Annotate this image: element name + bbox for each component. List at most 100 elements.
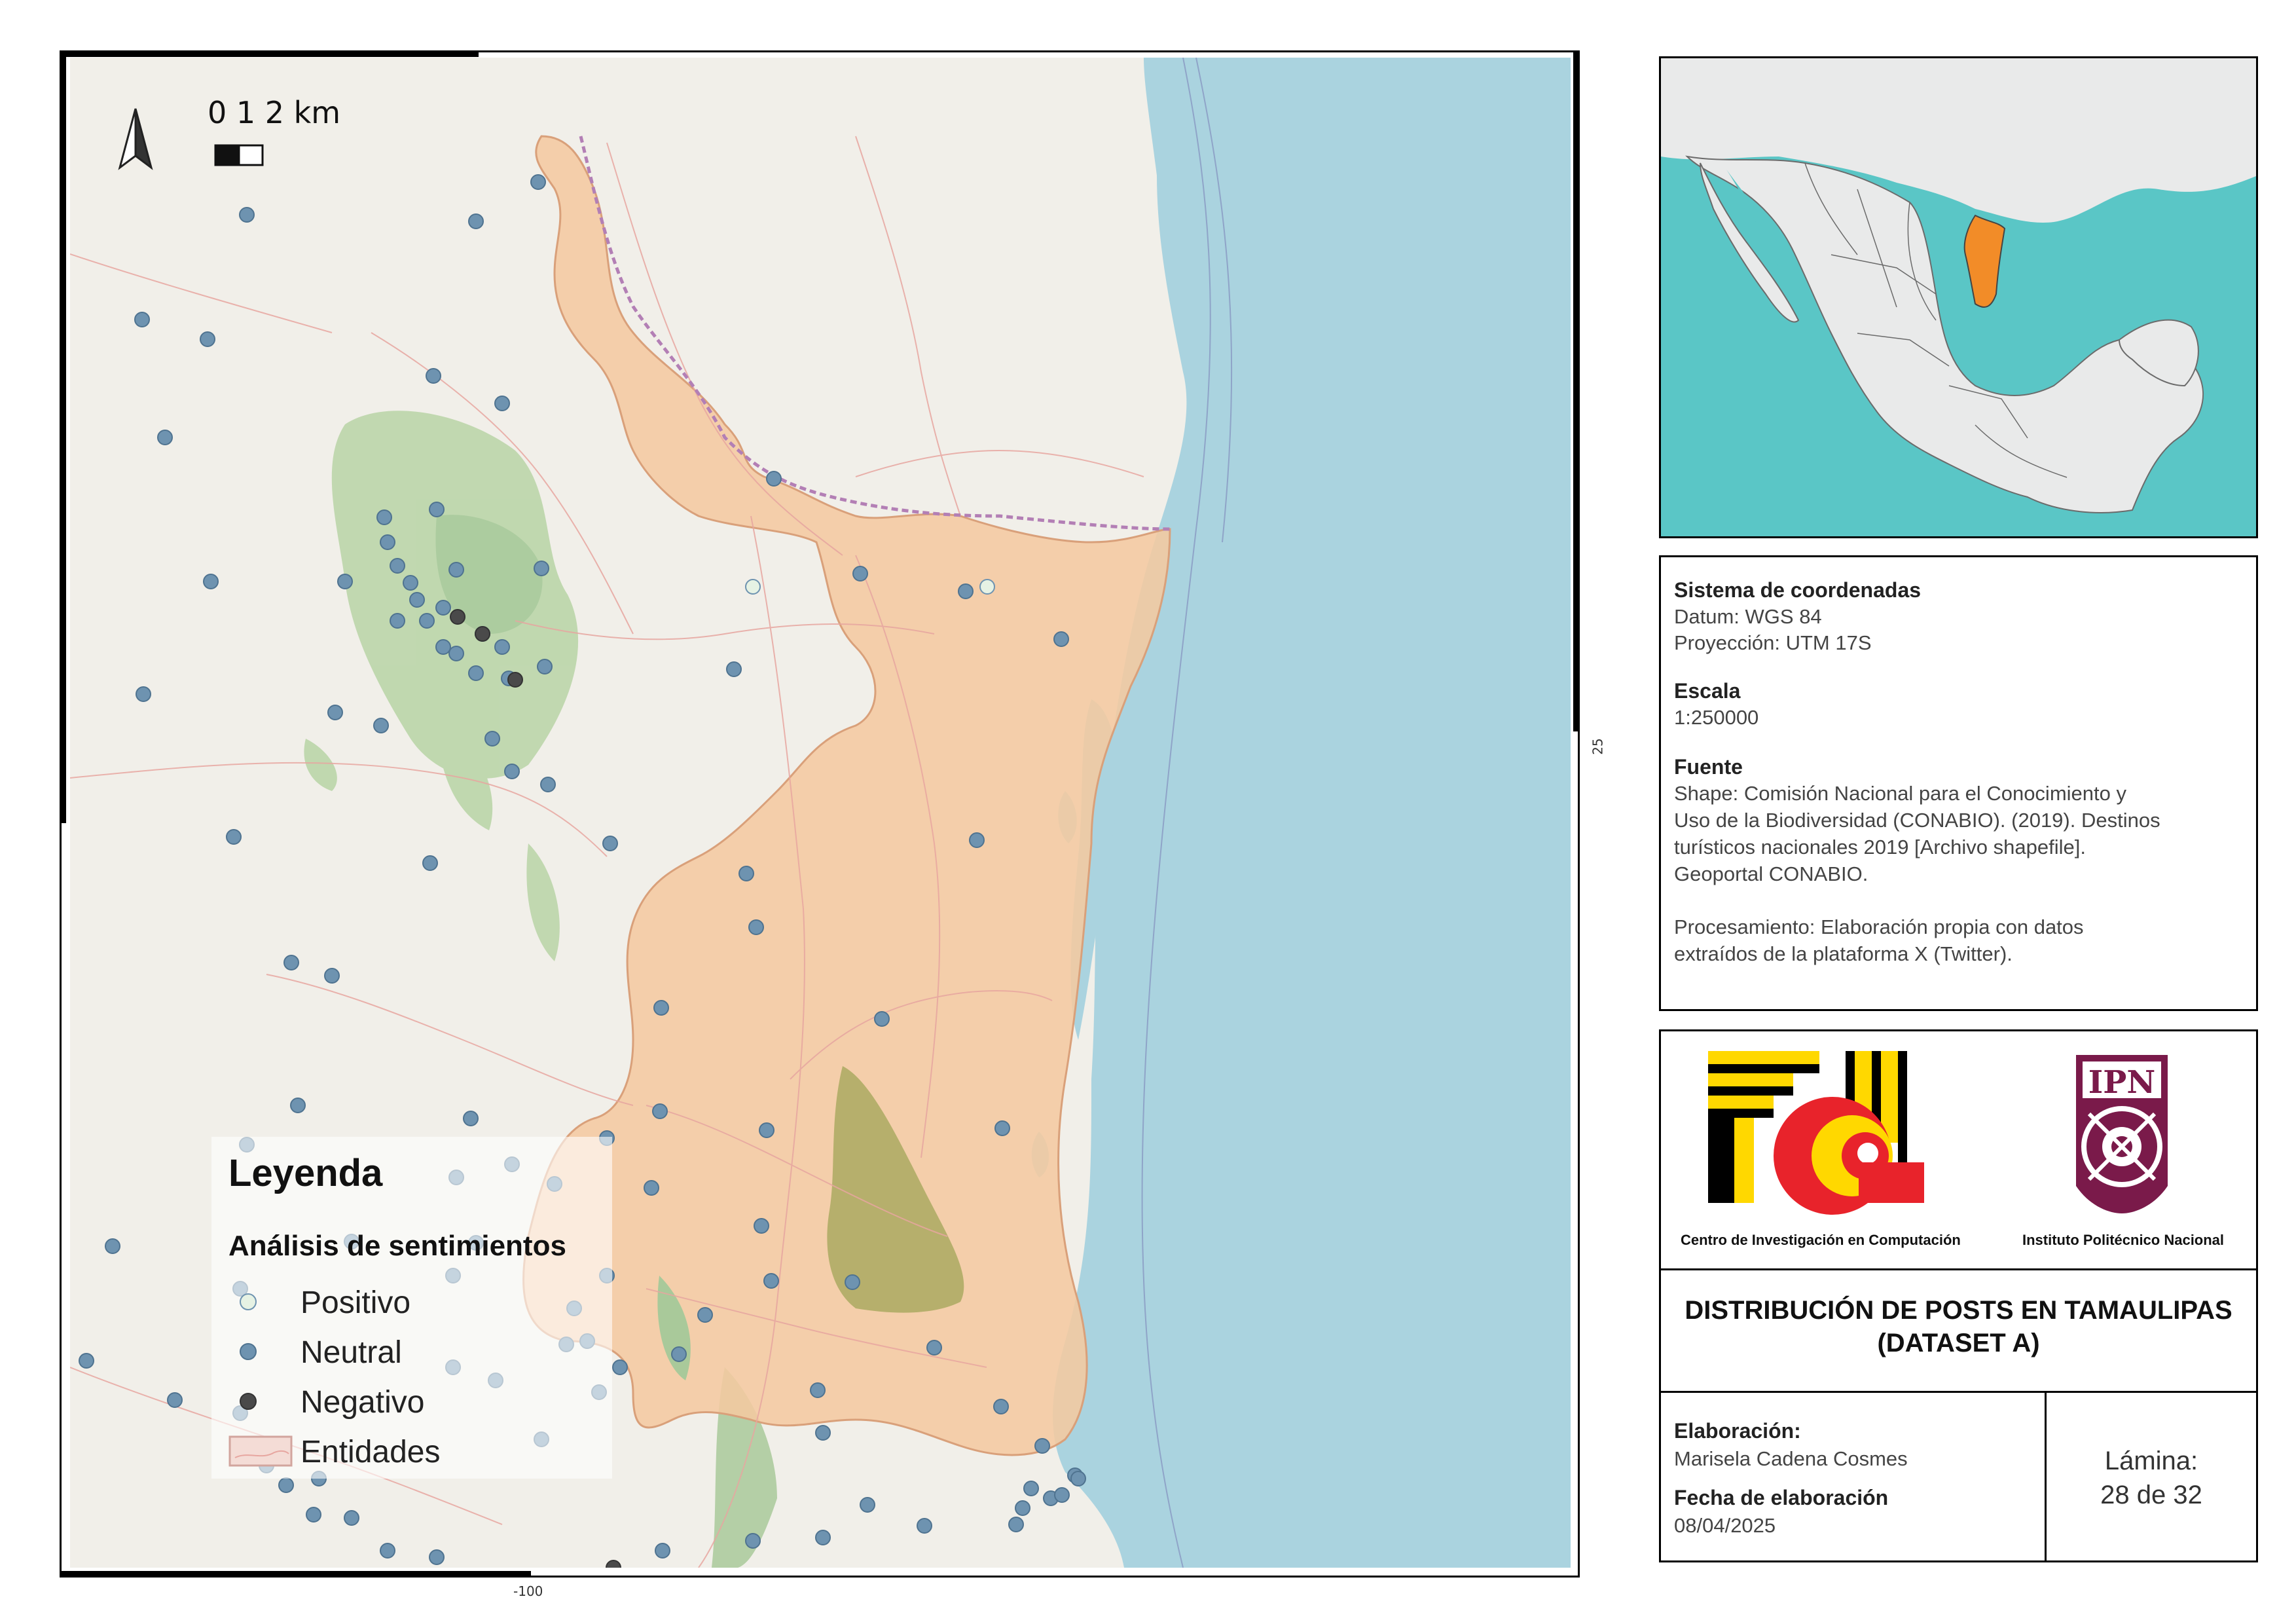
neutral-post-point[interactable]	[157, 430, 173, 445]
neutral-post-point[interactable]	[504, 764, 520, 779]
neutral-post-point[interactable]	[380, 534, 395, 550]
neutral-post-point[interactable]	[612, 1359, 628, 1375]
neutral-post-point[interactable]	[671, 1346, 687, 1362]
neutral-post-point[interactable]	[726, 661, 742, 677]
neutral-post-point[interactable]	[200, 331, 215, 347]
neutral-post-point[interactable]	[380, 1543, 395, 1559]
main-map[interactable]: 0 1 2 km Leyenda Análisis de sentimiento…	[70, 58, 1571, 1568]
neutral-post-point[interactable]	[1034, 1438, 1050, 1454]
neutral-post-point[interactable]	[239, 207, 255, 223]
negative-post-point[interactable]	[507, 672, 523, 688]
neutral-post-point[interactable]	[926, 1340, 942, 1356]
neutral-post-point[interactable]	[337, 574, 353, 589]
inset-state-borders	[1804, 162, 2068, 478]
neutral-post-point[interactable]	[745, 1533, 761, 1549]
neutral-post-point[interactable]	[738, 866, 754, 881]
processing-line: Procesamiento: Elaboración propia con da…	[1674, 915, 2084, 938]
inset-map	[1661, 58, 2256, 536]
gulf-of-mexico	[1053, 58, 1571, 1568]
neutral-post-point[interactable]	[448, 646, 464, 661]
neutral-post-point[interactable]	[530, 174, 546, 190]
neutral-post-point[interactable]	[1054, 1487, 1070, 1503]
neutral-post-point[interactable]	[306, 1507, 321, 1522]
neutral-post-point[interactable]	[226, 829, 242, 845]
neutral-post-point[interactable]	[376, 509, 392, 525]
neutral-post-point[interactable]	[917, 1518, 932, 1534]
neutral-post-point[interactable]	[283, 955, 299, 970]
neutral-post-point[interactable]	[958, 583, 974, 599]
neutral-post-point[interactable]	[324, 968, 340, 984]
neutral-post-point[interactable]	[79, 1353, 94, 1369]
neutral-post-point[interactable]	[644, 1180, 659, 1196]
neutral-post-point[interactable]	[602, 836, 618, 851]
positive-post-point[interactable]	[745, 579, 761, 595]
neutral-post-point[interactable]	[290, 1098, 306, 1113]
neutral-post-point[interactable]	[652, 1103, 668, 1119]
neutral-post-point[interactable]	[653, 1000, 669, 1016]
positive-post-point[interactable]	[979, 579, 995, 595]
neutral-post-point[interactable]	[429, 502, 445, 517]
neutral-post-point[interactable]	[136, 686, 151, 702]
neutral-post-point[interactable]	[422, 855, 438, 871]
neutral-post-point[interactable]	[468, 213, 484, 229]
logos-divider	[1661, 1268, 2256, 1270]
neutral-post-point[interactable]	[327, 705, 343, 720]
neutral-post-point[interactable]	[810, 1382, 826, 1398]
neutral-post-point[interactable]	[429, 1549, 445, 1565]
neutral-post-point[interactable]	[134, 312, 150, 327]
neutral-post-point[interactable]	[435, 639, 451, 655]
negative-post-point[interactable]	[450, 609, 465, 625]
neutral-post-point[interactable]	[403, 575, 418, 591]
maritime-line	[1141, 58, 1211, 1568]
neutral-post-point[interactable]	[278, 1477, 294, 1493]
neutral-post-point[interactable]	[463, 1111, 479, 1126]
neutral-post-point[interactable]	[426, 368, 441, 384]
neutral-post-point[interactable]	[766, 471, 782, 487]
neutral-post-point[interactable]	[815, 1425, 831, 1441]
date-value: 08/04/2025	[1674, 1514, 1776, 1537]
neutral-post-point[interactable]	[754, 1218, 769, 1234]
neutral-post-point[interactable]	[494, 396, 510, 411]
neutral-post-point[interactable]	[537, 659, 553, 674]
neutral-post-point[interactable]	[1053, 631, 1069, 647]
neutral-post-point[interactable]	[203, 574, 219, 589]
neutral-post-point[interactable]	[655, 1543, 670, 1559]
neutral-post-point[interactable]	[390, 613, 405, 629]
neutral-post-point[interactable]	[874, 1011, 890, 1027]
neutral-post-point[interactable]	[468, 665, 484, 681]
neutral-post-point[interactable]	[860, 1497, 875, 1513]
negative-post-point[interactable]	[475, 626, 490, 642]
neutral-post-point[interactable]	[419, 613, 435, 629]
entity-polygon-symbol	[228, 1435, 293, 1467]
neutral-post-point[interactable]	[390, 558, 405, 574]
neutral-post-point[interactable]	[1015, 1500, 1030, 1516]
neutral-post-point[interactable]	[845, 1274, 860, 1290]
neutral-post-point[interactable]	[534, 561, 549, 576]
neutral-post-point[interactable]	[852, 566, 868, 581]
neutral-post-point[interactable]	[763, 1273, 779, 1289]
negative-post-point[interactable]	[606, 1560, 621, 1568]
neutral-post-point[interactable]	[435, 600, 451, 616]
neutral-post-point[interactable]	[409, 592, 425, 608]
neutral-post-point[interactable]	[969, 832, 985, 848]
neutral-post-point[interactable]	[484, 731, 500, 747]
neutral-post-point[interactable]	[748, 919, 764, 935]
neutral-post-point[interactable]	[1008, 1517, 1024, 1532]
neutral-post-point[interactable]	[344, 1510, 359, 1526]
neutral-post-point[interactable]	[167, 1392, 183, 1408]
neutral-post-point[interactable]	[994, 1120, 1010, 1136]
neutral-post-point[interactable]	[1023, 1481, 1039, 1496]
neutral-post-point[interactable]	[1070, 1471, 1086, 1486]
neutral-post-point[interactable]	[759, 1122, 774, 1138]
neutral-post-point[interactable]	[105, 1238, 120, 1254]
legend-item-negative: Negativo	[228, 1382, 595, 1421]
neutral-post-point[interactable]	[815, 1530, 831, 1545]
sheet-value: 28 de 32	[2100, 1481, 2202, 1509]
coord-label-bottom: -100	[513, 1583, 543, 1599]
neutral-post-point[interactable]	[494, 639, 510, 655]
neutral-post-point[interactable]	[540, 777, 556, 792]
neutral-post-point[interactable]	[373, 718, 389, 733]
neutral-post-point[interactable]	[448, 562, 464, 578]
neutral-post-point[interactable]	[993, 1399, 1009, 1414]
neutral-post-point[interactable]	[697, 1307, 713, 1323]
